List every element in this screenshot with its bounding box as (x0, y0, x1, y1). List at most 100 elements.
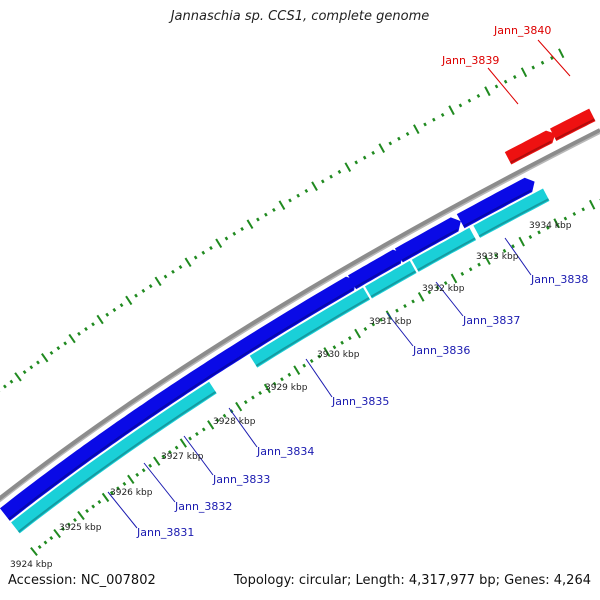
inner-tick (502, 248, 507, 253)
outer-tick (29, 365, 34, 370)
outer-tick (484, 86, 491, 97)
inner-tick (67, 522, 71, 527)
kbp-label: 3928 kbp (213, 417, 256, 427)
outer-tick (134, 293, 138, 298)
inner-tick (141, 468, 146, 473)
inner-tick (49, 536, 54, 541)
gene-label-jann-3837: Jann_3837 (462, 314, 520, 327)
kbp-label: 3930 kbp (317, 350, 360, 360)
inner-tick (53, 528, 61, 539)
outer-tick (378, 143, 386, 154)
gene-block-highlight (504, 130, 556, 165)
inner-tick (411, 299, 415, 304)
inner-tick (302, 363, 307, 368)
leader-line (228, 407, 258, 448)
gene-label-jann-3834: Jann_3834 (256, 445, 314, 458)
genome-title: Jannaschia sp. CCS1, complete genome (170, 9, 430, 24)
outer-tick (448, 105, 455, 116)
outer-tick (63, 341, 68, 346)
inner-tick (403, 304, 407, 309)
gene-block-highlight-shade (509, 140, 552, 164)
gene-label-jann-3839: Jann_3839 (441, 54, 499, 67)
outer-tick (256, 217, 260, 222)
inner-tick (477, 262, 481, 267)
gene-block-reverse (11, 381, 217, 534)
inner-tick (148, 463, 153, 468)
genome-backbone-shadow (0, 132, 600, 503)
outer-tick (354, 160, 359, 165)
outer-tick (432, 117, 436, 122)
outer-tick (304, 188, 309, 193)
inner-tick (537, 230, 541, 235)
gene-block-forward (348, 249, 403, 290)
gene-block-highlight (550, 108, 596, 141)
inner-tick (545, 225, 550, 230)
kbp-label: 3934 kbp (529, 221, 572, 231)
inner-tick (153, 456, 161, 466)
inner-tick (135, 472, 140, 477)
inner-tick (235, 401, 243, 412)
kbp-label: 3926 kbp (110, 488, 153, 498)
outer-tick (540, 60, 545, 65)
inner-tick (553, 218, 560, 229)
outer-tick (440, 112, 445, 117)
inner-tick (468, 267, 473, 272)
gene-block-reverse (365, 260, 417, 299)
gene-leader-lines (107, 39, 571, 529)
inner-tick (572, 211, 577, 216)
outer-tick (112, 307, 117, 312)
outer-tick (41, 353, 49, 363)
inner-tick (215, 418, 220, 423)
gene-block-reverse-shade (370, 270, 417, 298)
inner-tick (340, 340, 344, 345)
outer-tick (388, 141, 393, 146)
outer-tick (77, 331, 81, 336)
gene-block-forward-shade (354, 260, 401, 289)
gene-block-reverse-shade (255, 297, 370, 367)
inner-tick (484, 255, 491, 265)
outer-tick (178, 265, 183, 270)
gene-block-reverse (411, 227, 477, 272)
inner-tick (243, 400, 248, 405)
kbp-label: 3924 kbp (10, 560, 53, 570)
inner-tick (263, 383, 271, 394)
gene-block-forward-shade (463, 189, 532, 228)
inner-tick (188, 436, 193, 441)
gene-track (0, 108, 596, 534)
outer-tick (467, 98, 472, 103)
outer-tick (296, 193, 301, 198)
inner-tick (588, 199, 596, 210)
leader-line (537, 39, 571, 77)
outer-tick (232, 231, 237, 236)
outer-tick (125, 295, 133, 306)
gene-block-forward-shade (238, 287, 354, 359)
gene-label-jann-3831: Jann_3831 (136, 526, 194, 539)
leader-line (386, 312, 414, 347)
outer-tick (264, 212, 268, 217)
leader-line (305, 358, 333, 398)
gene-block-reverse-shade (17, 390, 217, 533)
gene-label-jann-3835: Jann_3835 (331, 395, 389, 408)
inner-tick (528, 235, 533, 239)
inner-tick (101, 492, 110, 503)
outer-tick (84, 327, 88, 332)
inner-tick (427, 290, 432, 295)
outer-tick (520, 67, 528, 78)
inner-tick (280, 377, 284, 382)
outer-tick (371, 150, 376, 155)
outer-tick (163, 274, 168, 279)
outer-tick (531, 65, 536, 70)
gene-block-forward (190, 346, 242, 386)
outer-tick (362, 155, 367, 160)
inner-tick (85, 508, 89, 513)
inner-tick (435, 285, 440, 290)
kbp-label: 3933 kbp (476, 252, 519, 262)
kbp-label: 3932 kbp (422, 284, 465, 294)
outer-tick (105, 312, 110, 317)
leader-line (487, 67, 519, 105)
gene-block-forward (231, 276, 357, 360)
outer-tick (503, 79, 508, 84)
gene-block-forward-shade (197, 357, 240, 386)
